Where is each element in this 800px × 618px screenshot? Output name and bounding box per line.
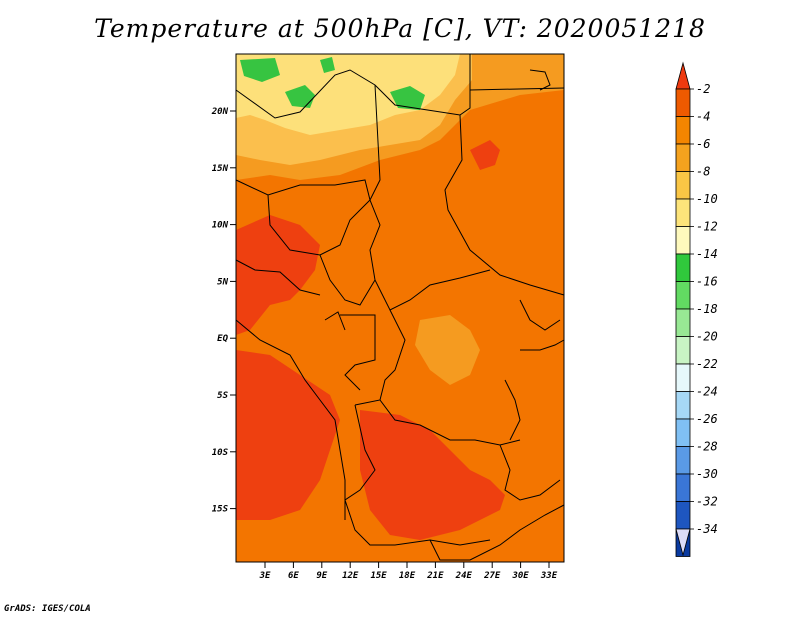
lon-label: 18E: [399, 571, 416, 581]
colorbar-swatch: [675, 171, 691, 200]
colorbar-swatch: [675, 88, 691, 117]
colorbar-label: -24: [696, 385, 718, 399]
colorbar-swatch: [675, 281, 691, 310]
colorbar-label: -32: [696, 495, 718, 509]
longitude-axis: 3E 6E 9E 12E 15E 18E 21E 24E 27E 30E 33E: [259, 562, 558, 581]
colorbar-label: -12: [696, 220, 718, 234]
chart-title: Temperature at 500hPa [C], VT: 202005121…: [94, 14, 706, 43]
colorbar-label: -10: [696, 192, 718, 206]
lon-label: 33E: [540, 571, 558, 581]
colorbar-swatch: [675, 198, 691, 227]
field-band-minus2-south: [360, 410, 505, 540]
map-frame: [235, 53, 565, 563]
lat-label: 15S: [212, 505, 229, 515]
lat-label: 10S: [212, 448, 229, 458]
lat-label: 20N: [211, 107, 229, 117]
colorbar-swatch: [675, 446, 691, 475]
country-borders: [235, 54, 565, 561]
lon-label: 15E: [370, 571, 387, 581]
lat-label: 10N: [212, 221, 229, 231]
latitude-axis: 20N 15N 10N 5N EQ 5S 10S 15S: [211, 107, 236, 515]
field-band-minus2-west: [236, 215, 320, 335]
colorbar-label: -34: [696, 522, 718, 536]
colorbar-bottom-arrow: [675, 528, 691, 557]
colorbar-swatch: [675, 501, 691, 530]
colorbar-swatch: [675, 418, 691, 447]
lat-label: 5N: [217, 277, 228, 287]
colorbar-swatch: [675, 116, 691, 145]
lat-label: 5S: [217, 391, 228, 401]
lon-label: 24E: [455, 571, 473, 581]
colorbar-label: -20: [696, 330, 718, 344]
colorbar-swatch: [675, 308, 691, 337]
colorbar-label: -4: [696, 110, 710, 124]
field-band-minus12: [236, 54, 460, 135]
colorbar-label: -6: [696, 137, 710, 151]
colorbar-label: -30: [696, 467, 718, 481]
colorbar: -2 -4 -6 -8 -10 -12 -14 -16 -18 -20 -22 -24 -26 -28 -3…: [675, 61, 718, 557]
colorbar-label: -16: [696, 275, 718, 289]
map-field: [236, 54, 564, 562]
colorbar-swatch: [675, 391, 691, 420]
lon-label: 6E: [288, 571, 299, 581]
lat-label: 15N: [212, 164, 229, 174]
colorbar-swatch: [675, 143, 691, 172]
field-green-patch: [320, 57, 335, 73]
colorbar-label: -2: [696, 82, 710, 96]
field-green-patch: [390, 86, 425, 110]
colorbar-label: -18: [696, 302, 718, 316]
field-band-minus2-center: [415, 315, 480, 385]
lon-label: 21E: [426, 571, 444, 581]
field-band-minus2-east: [470, 140, 500, 170]
colorbar-label: -28: [696, 440, 718, 454]
lon-label: 12E: [342, 571, 359, 581]
colorbar-label: -22: [696, 357, 718, 371]
field-green-patch: [285, 85, 315, 108]
lat-label: EQ: [217, 334, 228, 344]
lon-label: 3E: [259, 571, 271, 581]
colorbar-label: -14: [696, 247, 718, 261]
lon-label: 27E: [483, 571, 501, 581]
colorbar-top-arrow: [675, 61, 691, 90]
lon-label: 9E: [316, 571, 327, 581]
colorbar-swatch: [675, 336, 691, 365]
colorbar-label: -26: [696, 412, 718, 426]
grads-credit: GrADS: IGES/COLA: [4, 604, 91, 614]
colorbar-label: -8: [696, 165, 710, 179]
lon-label: 30E: [511, 571, 529, 581]
colorbar-swatch: [675, 363, 691, 392]
colorbar-swatch: [675, 253, 691, 282]
field-green-patch: [240, 58, 280, 82]
colorbar-swatch: [675, 473, 691, 502]
colorbar-swatch: [675, 226, 691, 255]
